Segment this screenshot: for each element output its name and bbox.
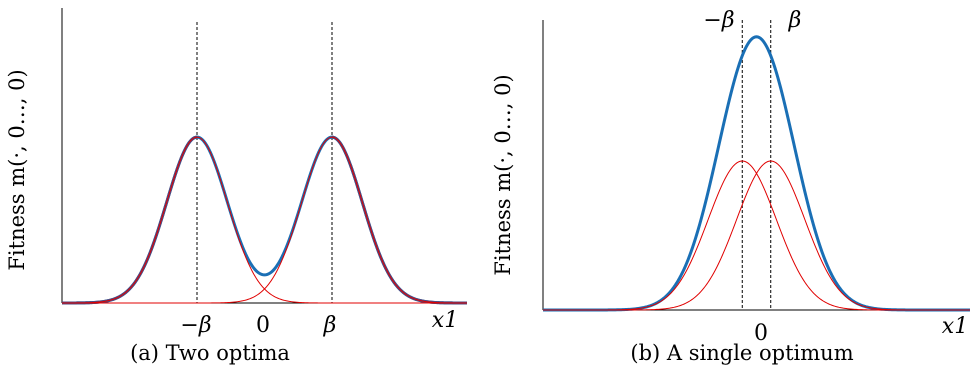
tick-label-beta-b: β (788, 8, 802, 33)
plot-area-a (61, 8, 467, 305)
tick-label-zero-b: 0 (754, 321, 768, 346)
tick-label-neg-beta-b: −β (703, 8, 734, 33)
panel-b: Fitness m(·, 0…, 0) −β 0 β x1 (b) A sing… (491, 8, 970, 365)
y-axis-label-a: Fitness m(·, 0…, 0) (5, 69, 29, 270)
component-curve-a-1 (62, 136, 467, 304)
y-axis-label-b: Fitness m(·, 0…, 0) (491, 74, 515, 275)
panel-a: Fitness m(·, 0…, 0) −β 0 β x1 (a) Two op… (5, 8, 467, 365)
x-axis-label-b: x1 (942, 314, 968, 339)
component-curve-a-0 (62, 136, 467, 304)
caption-a: (a) Two optima (130, 341, 290, 365)
overlap-curve-a-0 (62, 135, 198, 305)
component-curve-b-0 (543, 160, 970, 311)
caption-b: (b) A single optimum (630, 341, 853, 365)
plot-area-b (542, 20, 970, 312)
sum-curve-a (62, 135, 467, 305)
tick-label-neg-beta-a: −β (180, 313, 211, 338)
overlap-curve-a-1 (331, 135, 467, 305)
tick-label-zero-a: 0 (256, 313, 270, 338)
x-axis-label-a: x1 (432, 308, 458, 333)
tick-label-beta-a: β (323, 313, 337, 338)
component-curve-b-1 (543, 160, 970, 311)
